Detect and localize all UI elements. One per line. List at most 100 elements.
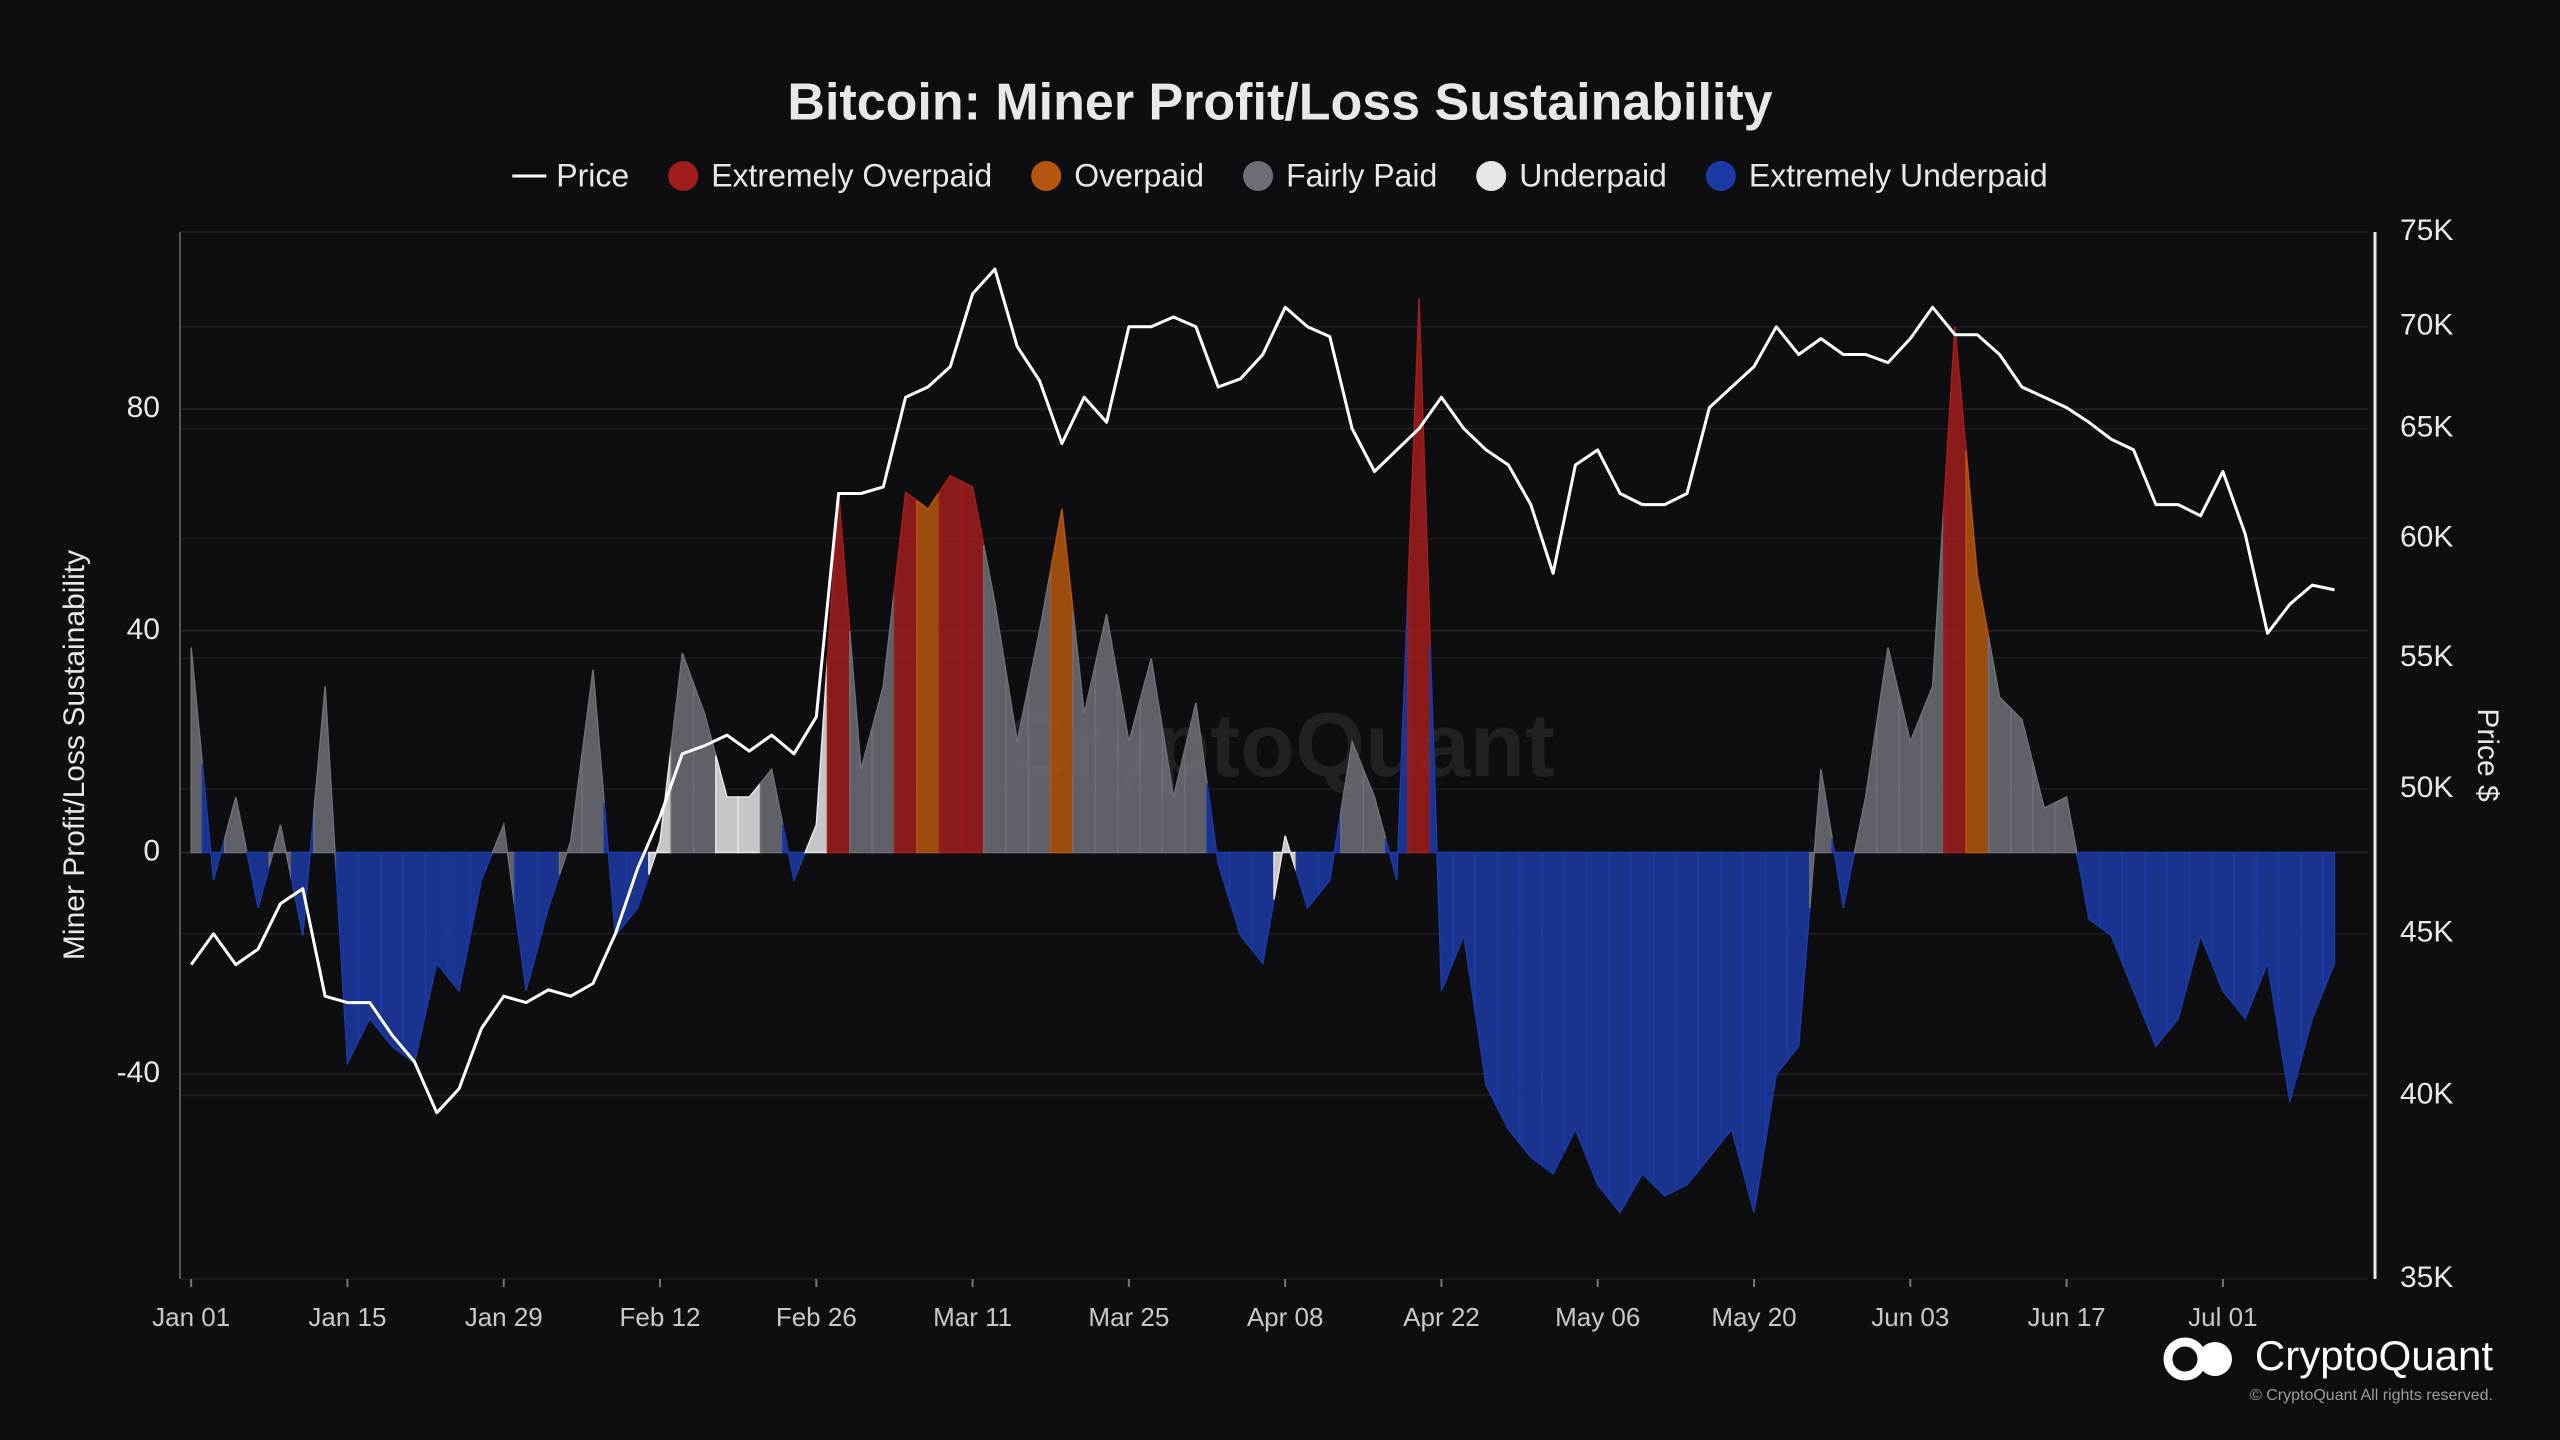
area-segment (1072, 611, 1097, 854)
area-segment (290, 810, 315, 936)
area-segment (1809, 769, 1833, 908)
legend-swatch (1705, 161, 1736, 191)
area-segment (1474, 851, 1499, 1108)
area-segment (715, 755, 739, 854)
area-segment (2010, 706, 2034, 854)
area-segment (1250, 851, 1275, 965)
legend-label: Underpaid (1519, 157, 1667, 193)
legend-label: Overpaid (1074, 157, 1204, 193)
area-segment (1384, 589, 1409, 881)
area-segment (1876, 647, 1900, 854)
area-segment (2300, 851, 2325, 1061)
area-segment (2054, 795, 2079, 859)
area-segment (1317, 810, 1342, 897)
area-segment (1183, 702, 1208, 854)
area-segment (759, 767, 784, 854)
area-segment (960, 480, 985, 854)
y-tick-label: -40 (117, 1056, 160, 1089)
legend-label: Extremely Overpaid (711, 157, 992, 193)
area-segment (1429, 644, 1454, 992)
area-segment (1652, 851, 1677, 1197)
area-segment (1764, 851, 1789, 1144)
price-line (189, 267, 2335, 1115)
area-segment (1630, 851, 1655, 1196)
axes: -40 0 40 80 35K 40K 45K 50K 55K 60K 65K 70K 75K Jan 0… (117, 214, 2454, 1332)
area-segment (1585, 851, 1610, 1201)
y2-tick-label: 65K (2400, 411, 2453, 444)
area-segment (1273, 835, 1298, 900)
brand-logo (2163, 1337, 2232, 1381)
y-tick-label: 80 (127, 391, 160, 424)
area-segment (1742, 851, 1766, 1213)
x-tick-label: Feb 12 (620, 1302, 701, 1332)
area-segment (1518, 851, 1543, 1167)
area-segment (2077, 851, 2101, 929)
area-segment (201, 763, 226, 881)
area-segment (893, 490, 918, 854)
x-tick-label: Jun 17 (2028, 1302, 2106, 1332)
y-tick-label: 40 (127, 613, 160, 646)
logo-dot (2198, 1342, 2232, 1376)
y2-tick-label: 75K (2400, 214, 2453, 247)
legend-item: Overpaid (1031, 157, 1204, 193)
area-segment (1898, 694, 1923, 854)
area-segment (1697, 851, 1722, 1174)
area-segment (402, 851, 427, 1065)
legend-label: Fairly Paid (1286, 157, 1437, 193)
legend-swatch (1243, 161, 1274, 191)
x-tick-label: Jan 15 (308, 1302, 386, 1332)
legend-label: Extremely Underpaid (1749, 157, 2048, 193)
x-tick-label: Apr 08 (1247, 1302, 1324, 1332)
area-segment (1049, 508, 1074, 854)
area-segment (1451, 851, 1476, 1011)
area-segment (1920, 506, 1945, 854)
area-segment (1362, 769, 1387, 854)
area-segment (313, 686, 338, 875)
area-segment (335, 851, 360, 1066)
area-segment (2188, 851, 2213, 978)
area-segment (871, 589, 896, 854)
legend-item: Extremely Overpaid (668, 157, 992, 193)
legend-swatch (668, 161, 699, 191)
x-tick-label: Jan 01 (152, 1302, 230, 1332)
area-segment (514, 851, 538, 992)
area-segment (357, 851, 382, 1042)
x-tick-label: May 20 (1711, 1302, 1796, 1332)
area-segment (1206, 783, 1231, 900)
area-segment (469, 851, 494, 936)
area-segment (648, 747, 672, 875)
legend-item: Underpaid (1476, 157, 1667, 193)
area-segment (1161, 727, 1186, 854)
y2-tick-label: 40K (2400, 1077, 2453, 1110)
area-segment (1407, 298, 1432, 854)
legend-item: Extremely Underpaid (1705, 157, 2048, 193)
x-tick-label: Jan 29 (465, 1302, 543, 1332)
area-segment (782, 824, 807, 883)
area-segment (1005, 672, 1030, 854)
area-segment (603, 802, 628, 938)
x-tick-label: Jun 03 (1871, 1302, 1949, 1332)
x-tick-label: Jul 01 (2188, 1302, 2257, 1332)
area-segment (983, 544, 1007, 854)
area-segment (826, 492, 851, 854)
area-segment (581, 669, 605, 854)
area-segment (1965, 450, 1990, 854)
y-axis-label: Miner Profit/Loss Sustainability (58, 550, 91, 960)
area-segment (1786, 851, 1811, 1063)
legend-item: Price (512, 157, 629, 193)
y2-tick-label: 50K (2400, 771, 2453, 804)
area-segment (2032, 763, 2057, 854)
area-segment (916, 489, 940, 854)
legend-swatch (1476, 161, 1507, 191)
x-tick-label: Apr 22 (1403, 1302, 1480, 1332)
area-segment (1943, 326, 1967, 854)
area-segment (1831, 838, 1856, 908)
y-tick-label: 0 (143, 834, 160, 867)
plot-area (189, 267, 2336, 1214)
y2-tick-label: 45K (2400, 916, 2453, 949)
area-segment (424, 851, 449, 1014)
x-tick-label: May 06 (1555, 1302, 1640, 1332)
area-segment (2233, 851, 2258, 1021)
